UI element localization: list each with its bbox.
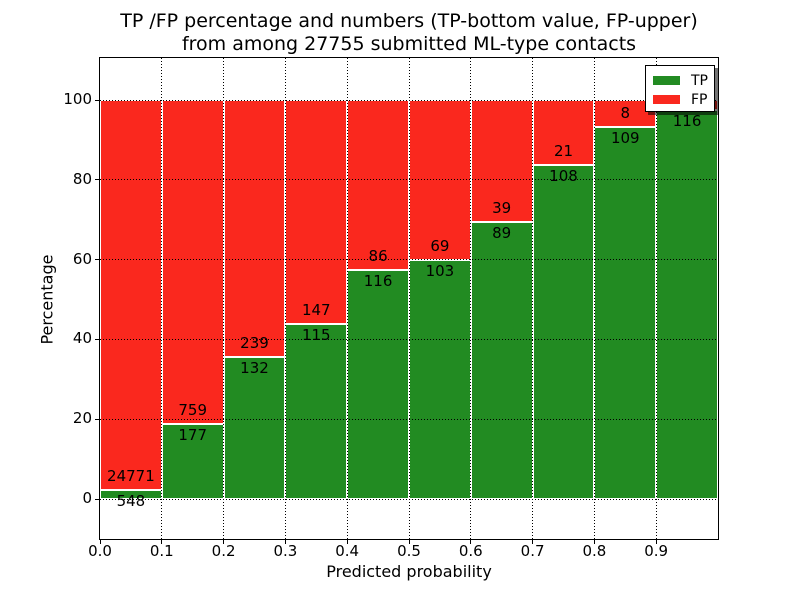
- plot-area: 24771 548 759 177 239 132 147 115 86 116 69 103 39 89…: [99, 57, 719, 540]
- fp-count-label: 21: [553, 141, 574, 160]
- legend-swatch-tp: [653, 76, 680, 85]
- tp-bar: [285, 323, 348, 499]
- tp-count-label: 115: [301, 325, 331, 344]
- fp-bar: [100, 100, 162, 491]
- chart-title-line2: from among 27755 submitted ML-type conta…: [181, 33, 637, 55]
- tp-bar: [409, 260, 471, 499]
- x-tick: [284, 540, 286, 544]
- x-tick-label: 0.7: [520, 542, 545, 560]
- fp-count-label: 8: [620, 104, 631, 123]
- x-tick: [532, 540, 534, 544]
- fp-count-label: 759: [178, 400, 208, 419]
- fp-count-label: 147: [301, 300, 331, 319]
- y-axis-label: Percentage: [37, 254, 57, 345]
- x-tick: [470, 540, 472, 544]
- fp-bar: [532, 100, 595, 165]
- tp-count-label: 89: [492, 223, 512, 242]
- bar-labels-layer: 24771 548 759 177 239 132 147 115 86 116 69 103 39 89…: [100, 58, 718, 539]
- tp-bar: [532, 164, 595, 499]
- chart-title: TP /FP percentage and numbers (TP-bottom…: [9, 10, 800, 56]
- tp-count-label: 116: [363, 271, 393, 290]
- tp-count-label: 132: [240, 359, 269, 378]
- fp-count-label: 39: [492, 198, 512, 217]
- chart-title-line1: TP /FP percentage and numbers (TP-bottom…: [120, 10, 698, 32]
- y-tick-label: 100: [63, 90, 92, 108]
- x-tick-label: 0.3: [273, 542, 298, 560]
- tp-count-label: 103: [425, 262, 455, 281]
- x-tick-label: 0.5: [397, 542, 421, 560]
- x-tick-label: 0.2: [211, 542, 236, 560]
- tp-bar: [470, 221, 533, 499]
- y-tick: [95, 418, 99, 420]
- legend-label-fp: FP: [691, 91, 708, 108]
- y-tick-label: 60: [72, 249, 92, 268]
- x-tick: [223, 540, 225, 544]
- fp-count-label: 239: [240, 334, 269, 353]
- x-tick-label: 0.8: [582, 542, 607, 560]
- y-tick-label: 0: [82, 489, 92, 507]
- tp-bar: [656, 110, 718, 499]
- y-tick: [95, 99, 99, 101]
- tp-bar: [347, 269, 409, 499]
- legend-swatch-fp: [653, 95, 680, 104]
- fp-bar: [347, 100, 409, 270]
- legend-item: FP: [653, 90, 708, 109]
- x-tick: [99, 540, 101, 544]
- x-axis-label: Predicted probability: [326, 562, 492, 581]
- legend-item: TP: [653, 71, 708, 90]
- fp-count-label: 69: [430, 237, 450, 256]
- tp-count-label: 108: [549, 166, 578, 185]
- tp-count-label: 109: [610, 129, 640, 148]
- x-tick: [408, 540, 410, 544]
- y-tick-label: 40: [72, 329, 92, 348]
- legend-label-tp: TP: [691, 72, 708, 89]
- fp-bar: [285, 100, 348, 324]
- fp-count-label: 24771: [107, 467, 155, 486]
- x-tick: [161, 540, 163, 544]
- x-tick-label: 0.1: [149, 542, 174, 560]
- x-tick-label: 0.0: [88, 542, 112, 560]
- y-tick-label: 80: [72, 169, 92, 188]
- x-tick: [655, 540, 657, 544]
- legend: TP FP: [645, 65, 715, 112]
- y-tick: [95, 338, 99, 340]
- tp-count-label: 177: [178, 425, 208, 444]
- tp-count-label: 548: [116, 492, 146, 511]
- tp-count-label: 116: [672, 112, 702, 131]
- x-tick-label: 0.9: [644, 542, 669, 560]
- x-tick: [593, 540, 595, 544]
- y-tick: [95, 179, 99, 181]
- x-tick-label: 0.4: [335, 542, 360, 560]
- fp-count-label: 86: [368, 246, 388, 265]
- y-tick: [95, 498, 99, 500]
- x-tick-label: 0.6: [458, 542, 483, 560]
- y-tick-label: 20: [72, 409, 92, 428]
- y-tick: [95, 259, 99, 261]
- x-tick: [346, 540, 348, 544]
